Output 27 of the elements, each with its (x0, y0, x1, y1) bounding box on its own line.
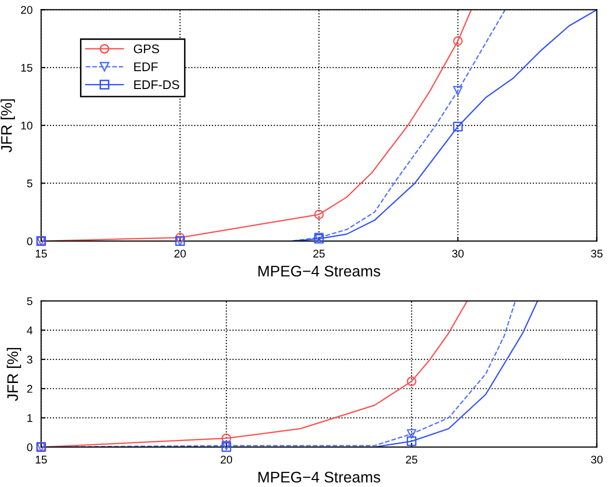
x-tick-label: 30 (452, 250, 464, 258)
x-axis-title: MPEG−4 Streams (258, 266, 380, 277)
x-tick-label: 30 (591, 456, 603, 464)
y-tick-label: 1 (27, 414, 32, 422)
legend-label: EDF-DS (134, 80, 180, 90)
y-tick-label: 20 (21, 6, 32, 14)
y-tick-label: 5 (27, 180, 32, 188)
x-tick-label: 20 (174, 250, 186, 258)
y-axis-title: JFR [%] (6, 348, 22, 401)
legend-label: EDF (134, 62, 158, 72)
x-tick-label: 20 (220, 456, 232, 464)
y-tick-label: 15 (21, 64, 32, 72)
x-axis-title: MPEG−4 Streams (258, 472, 380, 483)
y-tick-label: 4 (26, 326, 32, 334)
y-tick-label: 0 (27, 443, 32, 452)
x-tick-label: 25 (313, 250, 325, 258)
x-tick-label: 15 (36, 250, 47, 258)
y-tick-label: 2 (27, 384, 32, 393)
y-tick-label: 5 (27, 297, 32, 306)
y-axis-title: JFR [%] (0, 99, 15, 152)
y-tick-label: 3 (27, 356, 32, 364)
y-tick-label: 0 (27, 237, 32, 246)
legend-label: GPS (134, 44, 160, 54)
y-tick-label: 10 (21, 122, 32, 130)
x-tick-label: 35 (591, 250, 603, 258)
x-tick-label: 15 (36, 456, 47, 464)
x-tick-label: 25 (406, 456, 418, 464)
